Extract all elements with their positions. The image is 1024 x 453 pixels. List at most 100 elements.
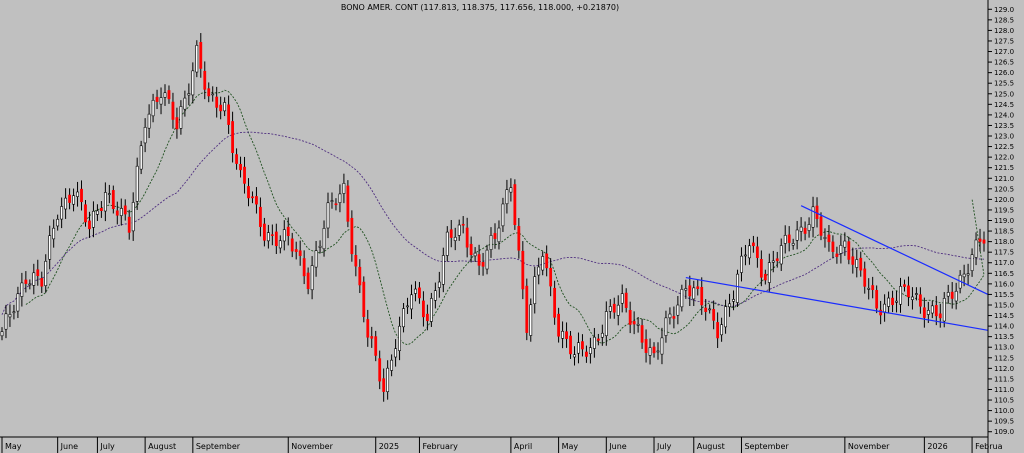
- candle: [406, 297, 409, 314]
- candle: [203, 61, 207, 100]
- candle-body: [907, 285, 910, 298]
- candle-body: [684, 288, 688, 291]
- candle: [179, 100, 183, 135]
- candle-body: [175, 117, 179, 130]
- candle-body: [215, 96, 219, 108]
- candle: [298, 240, 302, 266]
- candle: [481, 252, 485, 276]
- candle: [763, 269, 767, 285]
- y-tick-label: 115.0: [994, 301, 1014, 309]
- x-tick-label: May: [562, 442, 579, 451]
- y-tick-label: 118.5: [994, 228, 1014, 236]
- candle-body: [859, 257, 863, 271]
- candle-body: [533, 276, 537, 305]
- candle-body: [915, 293, 918, 295]
- candle-body: [529, 304, 533, 336]
- candle: [752, 235, 755, 253]
- candle-body: [461, 223, 465, 226]
- candle-body: [553, 287, 557, 318]
- candle: [596, 333, 600, 346]
- candle: [748, 238, 751, 265]
- candle-body: [692, 287, 696, 300]
- candle: [453, 227, 457, 251]
- candle: [807, 217, 811, 238]
- y-tick-label: 111.5: [994, 375, 1014, 383]
- candle-body: [867, 287, 871, 290]
- candle-body: [219, 104, 223, 112]
- candle-body: [521, 250, 525, 290]
- candle: [720, 317, 724, 342]
- candle: [310, 256, 314, 300]
- candle-body: [76, 191, 79, 197]
- candle-body: [44, 260, 48, 287]
- x-tick-label: May: [5, 442, 22, 451]
- candle: [274, 223, 278, 254]
- candle: [16, 286, 20, 319]
- candle-body: [660, 337, 664, 355]
- candle: [111, 185, 115, 214]
- candle-body: [414, 288, 417, 294]
- candle-body: [604, 311, 608, 336]
- candle: [76, 181, 79, 207]
- candle-body: [203, 70, 207, 90]
- candle-body: [473, 252, 477, 257]
- y-tick-label: 120.5: [994, 185, 1014, 193]
- candle-body: [982, 239, 986, 244]
- candle-body: [517, 226, 521, 251]
- y-tick-label: 119.0: [994, 217, 1014, 225]
- candle: [437, 271, 441, 298]
- candle: [350, 210, 354, 262]
- y-tick-label: 117.5: [994, 249, 1014, 257]
- candle-body: [748, 245, 751, 259]
- candle-body: [342, 182, 346, 194]
- candle-body: [191, 70, 195, 96]
- y-tick-label: 124.5: [994, 101, 1014, 109]
- candle-body: [799, 226, 803, 232]
- candle-body: [139, 145, 143, 170]
- candle-body: [195, 45, 199, 73]
- candle: [600, 324, 604, 346]
- candle: [517, 217, 521, 259]
- candle: [187, 83, 191, 106]
- y-tick-label: 119.5: [994, 206, 1014, 214]
- candle-body: [338, 193, 342, 203]
- candle-body: [708, 308, 712, 311]
- candle-body: [92, 210, 95, 228]
- candle: [501, 197, 505, 232]
- candle-body: [871, 285, 875, 290]
- candle-body: [314, 250, 318, 268]
- candle: [577, 332, 580, 364]
- candle: [282, 220, 286, 251]
- candle: [823, 228, 827, 248]
- candle: [354, 245, 358, 277]
- candle: [159, 87, 163, 115]
- candle: [227, 95, 231, 134]
- moving-average-long: [1, 131, 985, 315]
- candle: [262, 217, 266, 247]
- candle-body: [406, 305, 409, 308]
- candle-body: [266, 232, 270, 242]
- candle: [429, 292, 433, 327]
- candle: [704, 299, 708, 321]
- y-tick-label: 117.0: [994, 259, 1014, 267]
- candle-body: [911, 296, 914, 300]
- candle: [767, 253, 771, 292]
- candle-body: [370, 336, 374, 339]
- candle-body: [441, 255, 445, 285]
- y-tick-label: 129.0: [994, 6, 1014, 14]
- candle-body: [402, 308, 405, 328]
- candle: [44, 254, 48, 293]
- candle: [441, 247, 445, 293]
- candle: [791, 238, 795, 250]
- candle-body: [596, 338, 600, 341]
- candle-body: [199, 42, 203, 69]
- candle: [712, 300, 716, 330]
- candle-body: [227, 104, 231, 125]
- candle: [123, 199, 127, 221]
- candle: [99, 201, 103, 218]
- candle: [485, 244, 489, 275]
- candle: [664, 310, 668, 343]
- candle: [243, 156, 246, 194]
- y-tick-label: 125.5: [994, 80, 1014, 88]
